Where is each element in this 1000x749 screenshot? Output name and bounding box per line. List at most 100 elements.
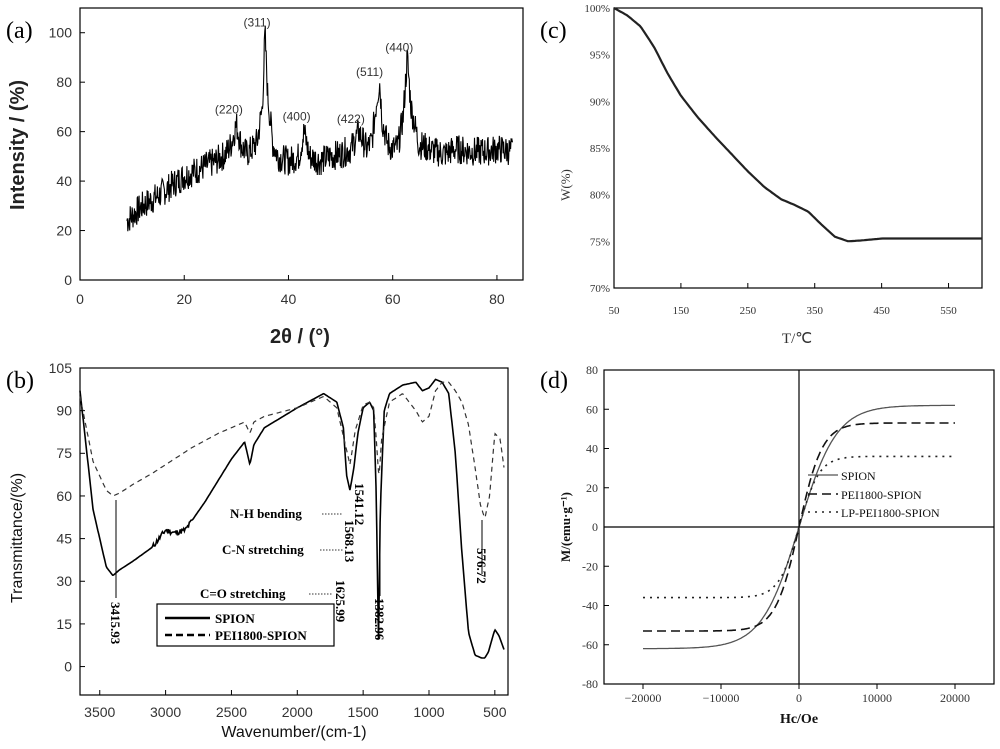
annot-576: 576.72 — [474, 548, 489, 584]
peak-label: (422) — [337, 112, 365, 126]
y-tick-label: 40 — [586, 442, 598, 456]
y-tick-label: 60 — [56, 488, 72, 504]
annot-cn-stretching: C-N stretching — [222, 542, 304, 557]
y-tick-label: 40 — [56, 173, 72, 189]
panel-c-ylabel: W(%) — [558, 169, 573, 201]
panel-d-legend: SPION PEI1800-SPION LP-PEI1800-SPION — [808, 469, 940, 520]
x-tick-label: 20000 — [940, 691, 970, 705]
x-tick-label: 80 — [489, 291, 505, 307]
y-tick-label: 30 — [56, 573, 72, 589]
annot-1382: 1382.96 — [372, 598, 387, 641]
y-tick-label: 80 — [586, 363, 598, 377]
x-tick-label: 3000 — [150, 704, 181, 720]
y-tick-label: 100 — [49, 25, 73, 41]
y-tick-label: 20 — [586, 481, 598, 495]
peak-label: (400) — [283, 110, 311, 124]
x-tick-label: 150 — [673, 305, 690, 317]
y-tick-label: 90 — [56, 403, 72, 419]
peak-label: (220) — [215, 102, 243, 116]
x-tick-label: 1000 — [413, 704, 444, 720]
ftir-annotations: 3415.93 N-H bending 1541.12 C-N stretchi… — [108, 483, 489, 645]
x-tick-label: 1500 — [348, 704, 379, 720]
y-tick-label: -80 — [582, 677, 598, 691]
panel-b-axes-frame — [79, 367, 509, 696]
y-tick-label: 60 — [56, 124, 72, 140]
peak-label: (311) — [243, 16, 270, 30]
panel-b-legend: SPION PEI1800-SPION — [156, 603, 335, 647]
x-tick-label: 2000 — [282, 704, 313, 720]
panel-a-xrd: (a) 0 20 40 60 80 0 20 40 60 80 100 (220) (311) (400… — [6, 7, 524, 348]
peak-label: (511) — [356, 65, 383, 79]
x-tick-label: 40 — [281, 291, 297, 307]
annot-co-stretching: C=O stretching — [200, 586, 286, 601]
y-tick-label: 0 — [64, 658, 72, 674]
panel-c-tga: (c) 50 150 250 350 450 550 70% 75% 80% 85% 90% 95% 1… — [540, 3, 983, 347]
y-tick-label: 85% — [590, 143, 610, 155]
panel-a-axes-frame — [79, 7, 524, 281]
x-tick-label: 10000 — [862, 691, 892, 705]
x-tick-label: 550 — [940, 305, 957, 317]
y-tick-label: 90% — [590, 96, 610, 108]
legend-d-lp-label: LP-PEI1800-SPION — [841, 506, 940, 520]
annot-nh-bending: N-H bending — [230, 506, 302, 521]
panel-a-ylabel: Intensity / (%) — [7, 80, 29, 210]
x-tick-label: −20000 — [625, 691, 662, 705]
legend-d-spion-label: SPION — [841, 469, 876, 483]
y-tick-label: -60 — [582, 638, 598, 652]
y-tick-label: 0 — [64, 272, 72, 288]
x-tick-label: 450 — [873, 305, 890, 317]
y-tick-label: 80% — [590, 190, 610, 202]
y-tick-label: 75% — [590, 236, 610, 248]
panel-d-hysteresis: (d) -80 -60 -40 -20 0 20 40 60 80 −20000 −10000 0 10… — [540, 363, 995, 727]
x-tick-label: 3500 — [84, 704, 115, 720]
pei1800-spion-ftir-line — [79, 381, 505, 519]
y-tick-label: 95% — [590, 50, 610, 62]
panel-d-ylabel: M/(emu·g⁻¹) — [558, 492, 573, 562]
y-tick-label: 100% — [584, 3, 610, 15]
peak-label: (440) — [385, 40, 413, 54]
annot-1568: 1568.13 — [342, 520, 357, 563]
x-tick-label: 0 — [796, 691, 802, 705]
y-tick-label: 105 — [49, 360, 73, 376]
panel-b-xlabel: Wavenumber/(cm-1) — [221, 724, 366, 741]
y-tick-label: -20 — [582, 559, 598, 573]
x-tick-label: 350 — [806, 305, 823, 317]
x-tick-label: −10000 — [703, 691, 740, 705]
annot-1625: 1625.99 — [333, 580, 348, 623]
panel-b-ftir: (b) 3500 3000 2500 2000 1500 1000 500 0 15 30 45 60… — [6, 360, 509, 741]
panel-b-ylabel: Transmittance/(%) — [9, 473, 26, 603]
panel-d-label: (d) — [540, 368, 568, 394]
x-tick-label: 60 — [385, 291, 401, 307]
y-tick-label: 20 — [56, 222, 72, 238]
panel-d-xlabel: Hc/Oe — [780, 712, 818, 727]
panel-c-axes-frame — [613, 7, 983, 289]
x-tick-label: 500 — [483, 704, 507, 720]
legend-spion-label: SPION — [215, 611, 255, 626]
y-tick-label: 60 — [586, 402, 598, 416]
panel-c-label: (c) — [540, 18, 567, 44]
y-tick-label: 80 — [56, 74, 72, 90]
panel-a-xlabel: 2θ / (°) — [270, 326, 330, 348]
y-tick-label: 0 — [592, 520, 598, 534]
annot-1541: 1541.12 — [352, 483, 367, 525]
spion-ftir-line — [79, 378, 505, 659]
y-tick-label: 70% — [590, 283, 610, 295]
legend-d-pei-label: PEI1800-SPION — [841, 488, 922, 502]
pei1800-spion-mh-curve — [643, 422, 955, 632]
xrd-pattern-line — [126, 26, 514, 232]
panel-b-legend-box — [156, 603, 335, 647]
x-tick-label: 0 — [76, 291, 84, 307]
y-tick-label: 45 — [56, 531, 72, 547]
x-tick-label: 250 — [740, 305, 757, 317]
y-tick-label: 75 — [56, 445, 72, 461]
panel-c-xlabel: T/℃ — [782, 331, 812, 347]
x-tick-label: 2500 — [216, 704, 247, 720]
panel-b-label: (b) — [6, 368, 34, 394]
legend-pei-label: PEI1800-SPION — [215, 628, 307, 643]
annot-3415: 3415.93 — [108, 602, 123, 645]
y-tick-label: -40 — [582, 599, 598, 613]
y-tick-label: 15 — [56, 616, 72, 632]
x-tick-label: 50 — [609, 305, 621, 317]
x-tick-label: 20 — [176, 291, 192, 307]
panel-a-label: (a) — [6, 18, 33, 44]
